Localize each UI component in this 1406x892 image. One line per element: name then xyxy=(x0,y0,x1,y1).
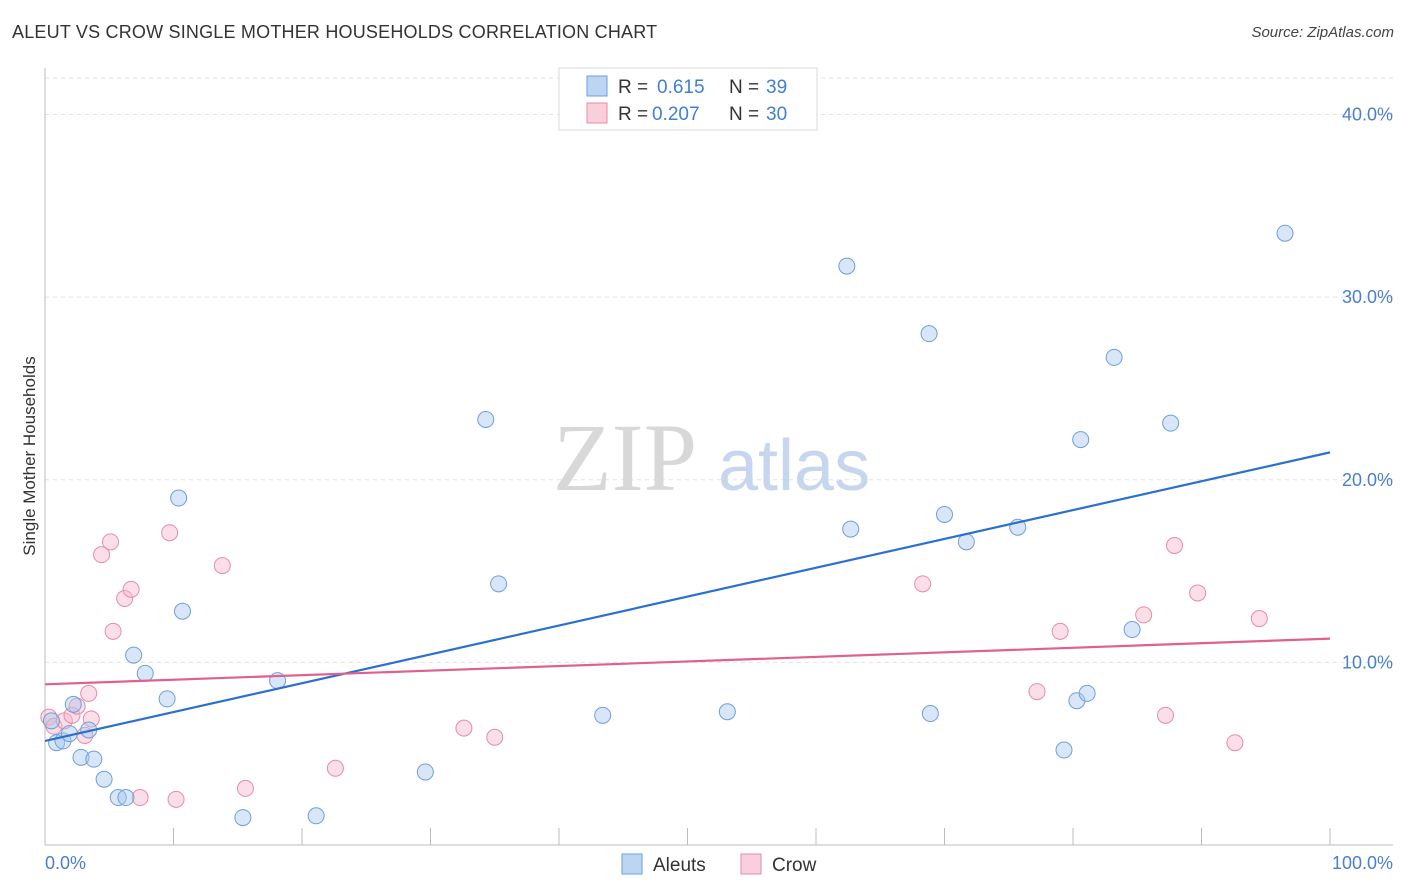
point-crow xyxy=(1226,734,1244,752)
point-crow xyxy=(914,575,932,593)
grid-lines xyxy=(45,77,1393,663)
point-aleuts xyxy=(1123,621,1141,639)
point-crow xyxy=(1189,584,1207,602)
point-crow xyxy=(82,710,100,728)
legend-n-value: 39 xyxy=(766,77,787,98)
point-aleuts xyxy=(125,646,143,664)
point-aleuts xyxy=(72,748,90,766)
point-aleuts xyxy=(1105,348,1123,366)
point-aleuts xyxy=(64,695,82,713)
series-legend: Aleuts Crow xyxy=(621,853,817,876)
point-crow xyxy=(131,789,149,807)
point-aleuts xyxy=(1276,224,1294,242)
point-crow xyxy=(486,728,504,746)
legend-n-label: N = xyxy=(729,104,759,125)
point-aleuts xyxy=(158,690,176,708)
x-tick-label: 0.0% xyxy=(45,853,86,873)
point-aleuts xyxy=(936,505,953,523)
point-crow xyxy=(93,546,111,564)
point-crow xyxy=(326,759,344,777)
legend-r-label: R = xyxy=(618,77,648,98)
watermark-zip: ZIP xyxy=(553,404,697,511)
point-aleuts xyxy=(42,712,60,730)
point-crow xyxy=(1135,606,1153,624)
point-crow xyxy=(63,706,81,724)
bottom-legend-label-crow: Crow xyxy=(772,855,817,876)
y-axis-label: Single Mother Households xyxy=(20,356,39,555)
bottom-legend-swatch-crow xyxy=(740,853,762,875)
x-tick-label: 100.0% xyxy=(1332,853,1393,873)
trend-line-crow xyxy=(44,637,1331,686)
point-crow xyxy=(104,622,122,640)
legend-row-aleuts: R = 0.615 N = 39 xyxy=(586,75,787,98)
point-crow xyxy=(213,557,231,575)
chart-title: ALEUT VS CROW SINGLE MOTHER HOUSEHOLDS C… xyxy=(12,22,658,42)
y-tick-label: 40.0% xyxy=(1342,105,1393,125)
point-crow xyxy=(167,790,185,808)
legend-n-value: 30 xyxy=(766,104,787,125)
point-aleuts xyxy=(921,705,939,723)
point-aleuts xyxy=(838,257,856,275)
scatter-points xyxy=(40,224,1294,827)
point-aleuts xyxy=(136,664,154,682)
legend-n-label: N = xyxy=(729,77,759,98)
point-aleuts xyxy=(718,703,736,721)
point-aleuts xyxy=(234,809,252,827)
point-aleuts xyxy=(173,602,191,620)
legend-swatch-aleuts xyxy=(586,75,608,97)
point-crow xyxy=(116,589,134,607)
point-aleuts xyxy=(1055,741,1073,759)
legend-swatch-crow xyxy=(586,102,608,124)
legend-row-crow: R = 0.207 N = 30 xyxy=(586,102,787,125)
point-crow xyxy=(1250,610,1268,628)
point-aleuts xyxy=(85,750,103,768)
legend-r-label: R = xyxy=(618,104,648,125)
tick-labels: 10.0% 20.0% 30.0% 40.0% 0.0% 100.0% xyxy=(45,105,1393,873)
y-tick-label: 30.0% xyxy=(1342,287,1393,307)
legend-r-value: 0.615 xyxy=(657,77,705,98)
point-aleuts xyxy=(307,807,325,825)
y-tick-label: 20.0% xyxy=(1342,470,1393,490)
point-aleuts xyxy=(1072,431,1090,449)
point-crow xyxy=(122,580,140,598)
point-aleuts xyxy=(920,325,938,343)
bottom-legend-swatch-aleuts xyxy=(621,853,643,875)
trend-lines xyxy=(44,451,1331,742)
point-crow xyxy=(1051,622,1069,640)
point-crow xyxy=(80,684,98,702)
y-tick-label: 10.0% xyxy=(1342,652,1393,672)
correlation-legend: R = 0.615 N = 39 R = 0.207 N = 30 xyxy=(558,67,818,131)
point-aleuts xyxy=(1078,684,1096,702)
point-aleuts xyxy=(117,789,135,807)
point-crow xyxy=(236,779,254,797)
point-crow xyxy=(161,524,179,542)
point-crow xyxy=(102,533,120,551)
trend-line-aleuts xyxy=(44,451,1331,742)
point-crow xyxy=(1028,683,1046,701)
watermark-atlas: atlas xyxy=(718,426,870,506)
point-aleuts xyxy=(594,706,612,724)
point-aleuts xyxy=(95,770,113,788)
point-crow xyxy=(455,719,473,737)
point-aleuts xyxy=(477,410,495,428)
point-aleuts xyxy=(842,520,860,538)
legend-r-value: 0.207 xyxy=(652,104,700,125)
point-aleuts xyxy=(490,575,508,593)
point-aleuts xyxy=(170,489,188,507)
point-crow xyxy=(1166,537,1184,555)
point-aleuts xyxy=(416,763,434,781)
point-crow xyxy=(1157,706,1175,724)
point-aleuts xyxy=(1162,414,1180,432)
source-label: Source: ZipAtlas.com xyxy=(1251,24,1394,41)
bottom-legend-label-aleuts: Aleuts xyxy=(653,855,706,876)
